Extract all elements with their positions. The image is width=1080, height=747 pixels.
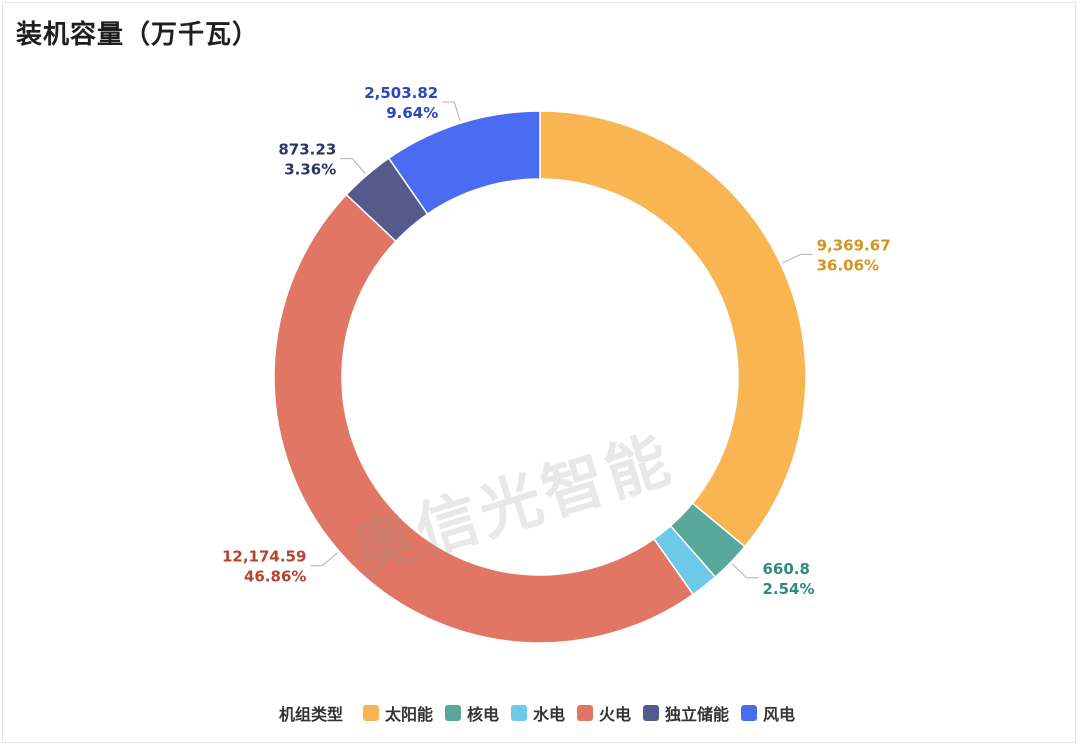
- percent-label-1: 36.06%: [817, 256, 879, 274]
- legend-label: 核电: [466, 705, 499, 724]
- legend-label: 水电: [532, 705, 565, 724]
- value-label-2: 660.8: [762, 560, 809, 578]
- value-label-4: 12,174.59: [222, 548, 306, 566]
- legend-swatch: [362, 705, 379, 721]
- legend-item-4[interactable]: 火电: [577, 701, 631, 725]
- leader-line-4: [310, 552, 338, 567]
- slice-6: [387, 110, 541, 216]
- leader-line-2: [731, 563, 759, 579]
- percent-label-4: 46.86%: [244, 568, 306, 586]
- legend-label: 风电: [763, 705, 796, 724]
- legend-swatch: [510, 705, 527, 721]
- legend-swatch: [577, 705, 593, 721]
- value-label-6: 2,503.82: [364, 84, 438, 102]
- legend-swatch: [741, 705, 758, 721]
- leader-line-6: [442, 101, 461, 122]
- legend-item-2[interactable]: 核电: [444, 701, 499, 725]
- legend-label: 火电: [599, 705, 632, 724]
- legend: 机组类型 太阳能 核电 水电 火电 独立储能 风电: [0, 701, 1080, 725]
- legend-swatch: [444, 705, 461, 721]
- percent-label-2: 2.54%: [762, 580, 814, 598]
- legend-item-3[interactable]: 水电: [510, 701, 565, 725]
- legend-swatch: [643, 705, 660, 721]
- percent-label-6: 9.64%: [386, 104, 438, 122]
- legend-label: 独立储能: [665, 705, 730, 724]
- leader-line-1: [782, 253, 813, 264]
- legend-item-1[interactable]: 太阳能: [362, 701, 433, 725]
- chart-title: 装机容量（万千瓦）: [16, 20, 260, 50]
- legend-label: 太阳能: [384, 705, 433, 724]
- slice-4: [273, 193, 695, 644]
- leader-line-5: [340, 158, 366, 175]
- value-label-5: 873.23: [278, 141, 336, 159]
- legend-item-6[interactable]: 风电: [741, 701, 795, 725]
- legend-item-5[interactable]: 独立储能: [643, 701, 729, 725]
- legend-title: 机组类型: [278, 705, 343, 724]
- value-label-1: 9,369.67: [817, 236, 891, 254]
- slice-1: [539, 110, 807, 548]
- percent-label-5: 3.36%: [284, 161, 336, 179]
